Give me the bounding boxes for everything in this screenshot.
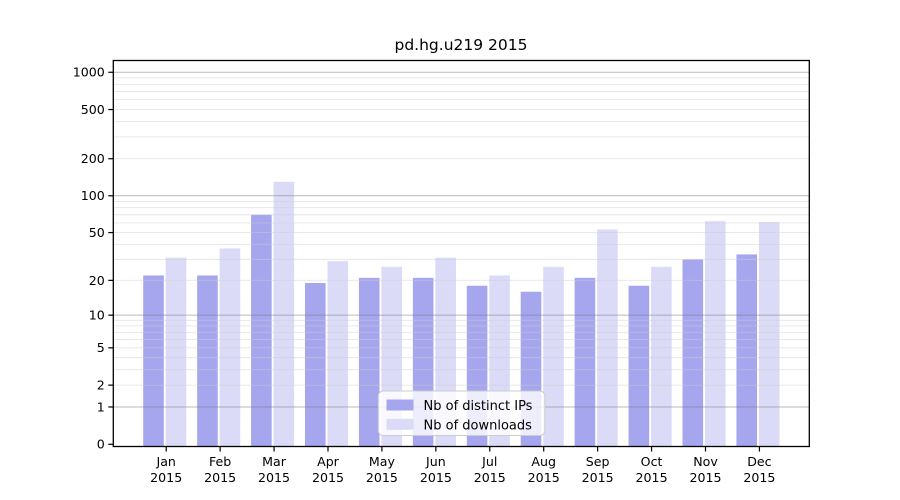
x-tick-label-month: Dec bbox=[747, 454, 771, 469]
x-tick-label-month: Mar bbox=[262, 454, 287, 469]
bar-nov-downloads bbox=[705, 221, 726, 447]
bar-oct-downloads bbox=[651, 266, 672, 447]
x-tick-label-year: 2015 bbox=[258, 470, 290, 485]
y-tick-label: 200 bbox=[81, 151, 105, 166]
x-tick-label-year: 2015 bbox=[743, 470, 775, 485]
y-tick-label: 0 bbox=[97, 437, 105, 452]
x-tick-label-month: Sep bbox=[586, 454, 610, 469]
y-tick-label: 10 bbox=[89, 308, 105, 323]
bar-sep-downloads bbox=[597, 229, 618, 447]
x-tick-label-month: Jun bbox=[425, 454, 446, 469]
x-tick-label-month: Feb bbox=[209, 454, 231, 469]
legend-swatch-distinct-ips bbox=[386, 399, 414, 411]
bar-nov-distinct-ips bbox=[682, 259, 704, 447]
bar-dec-downloads bbox=[758, 222, 780, 447]
x-tick-label-year: 2015 bbox=[420, 470, 452, 485]
bar-feb-distinct-ips bbox=[197, 275, 218, 447]
x-tick-label-month: Jan bbox=[155, 454, 175, 469]
x-tick-label-year: 2015 bbox=[150, 470, 182, 485]
bar-dec-distinct-ips bbox=[736, 254, 758, 447]
bar-apr-downloads bbox=[327, 261, 349, 447]
bar-mar-downloads bbox=[273, 181, 295, 447]
x-tick-label-year: 2015 bbox=[528, 470, 560, 485]
bar-jan-downloads bbox=[165, 257, 187, 447]
x-tick-label-month: Apr bbox=[317, 454, 340, 469]
x-tick-label-month: Jul bbox=[481, 454, 497, 469]
y-tick-label: 500 bbox=[81, 102, 105, 117]
legend: Nb of distinct IPs Nb of downloads bbox=[377, 390, 546, 436]
legend-label-downloads: Nb of downloads bbox=[424, 418, 533, 433]
y-axis: 0 1 2 5 10 20 50 100 200 500 1000 bbox=[73, 65, 114, 452]
x-tick-label-year: 2015 bbox=[204, 470, 236, 485]
legend-box bbox=[377, 390, 546, 436]
x-tick-label-year: 2015 bbox=[366, 470, 398, 485]
legend-label-distinct-ips: Nb of distinct IPs bbox=[424, 399, 533, 414]
chart-title: pd.hg.u219 2015 bbox=[395, 36, 528, 54]
y-tick-label: 1 bbox=[97, 399, 105, 414]
gridlines bbox=[113, 71, 810, 408]
x-tick-label-year: 2015 bbox=[636, 470, 668, 485]
y-tick-label: 1000 bbox=[73, 65, 105, 80]
x-tick-label-month: May bbox=[369, 454, 396, 469]
plot-border bbox=[112, 59, 810, 448]
bar-jan-distinct-ips bbox=[143, 275, 164, 447]
bar-mar-distinct-ips bbox=[251, 214, 272, 447]
bar-aug-downloads bbox=[543, 266, 564, 447]
y-tick-label: 2 bbox=[97, 378, 105, 393]
bar-oct-distinct-ips bbox=[628, 285, 650, 447]
x-tick-label-month: Aug bbox=[531, 454, 556, 469]
y-tick-label: 100 bbox=[81, 188, 105, 203]
bar-may-distinct-ips bbox=[358, 277, 380, 447]
bar-apr-distinct-ips bbox=[304, 282, 326, 447]
y-tick-label: 20 bbox=[89, 273, 105, 288]
y-tick-label: 5 bbox=[97, 340, 105, 355]
x-tick-label-month: Oct bbox=[641, 454, 663, 469]
x-tick-label-month: Nov bbox=[693, 454, 718, 469]
x-tick-label-year: 2015 bbox=[582, 470, 614, 485]
x-tick-label-year: 2015 bbox=[689, 470, 721, 485]
y-tick-label: 50 bbox=[89, 225, 105, 240]
x-tick-label-year: 2015 bbox=[312, 470, 344, 485]
bar-sep-distinct-ips bbox=[574, 277, 596, 447]
x-axis: Jan2015Feb2015Mar2015Apr2015May2015Jun20… bbox=[150, 446, 775, 485]
x-tick-label-year: 2015 bbox=[474, 470, 506, 485]
legend-swatch-downloads bbox=[386, 418, 414, 430]
